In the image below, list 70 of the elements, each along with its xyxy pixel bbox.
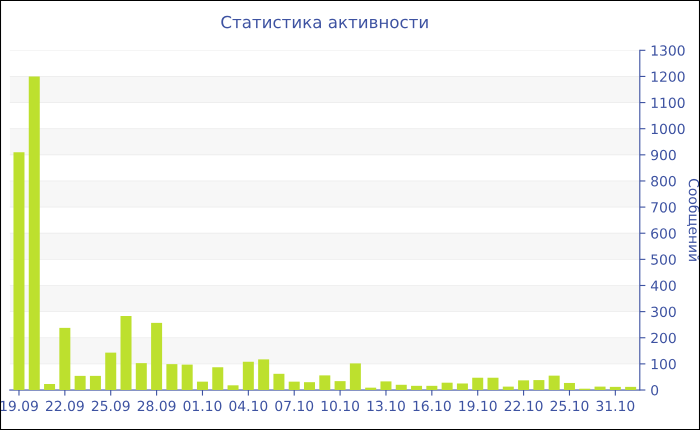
y-tick-label: 200 — [651, 332, 676, 344]
bar — [518, 380, 530, 390]
bar — [442, 382, 453, 390]
x-tick-label: 31.10 — [596, 400, 634, 412]
bar — [472, 378, 484, 390]
bar — [59, 328, 70, 390]
y-axis-title: Сообщений — [686, 178, 700, 261]
y-tick-label: 500 — [651, 254, 676, 265]
bar — [456, 383, 468, 390]
x-tick-label: 13.10 — [368, 400, 405, 412]
bar — [594, 386, 606, 390]
bar — [610, 386, 621, 390]
x-tick-label: 04.10 — [229, 400, 268, 412]
bar — [136, 363, 147, 390]
bar — [228, 385, 239, 390]
y-tick-label: 1200 — [652, 71, 685, 82]
bar — [334, 381, 346, 390]
x-tick-label: 22.10 — [504, 400, 543, 412]
x-tick-label: 19.09 — [0, 400, 38, 412]
bar — [212, 367, 224, 390]
bar — [105, 352, 116, 390]
x-tick-label: 19.10 — [459, 400, 497, 412]
x-tick-label: 25.09 — [92, 400, 130, 412]
x-tick-label: 10.10 — [322, 400, 360, 412]
bar — [488, 378, 499, 390]
bar — [350, 363, 361, 390]
bar — [44, 384, 56, 390]
bar — [304, 382, 316, 390]
x-tick-label: 22.09 — [46, 400, 84, 412]
y-tick-label: 0 — [651, 384, 658, 396]
x-tick-label: 01.10 — [184, 400, 222, 412]
bar — [74, 376, 86, 390]
bar — [166, 364, 178, 390]
bar — [380, 381, 392, 390]
bar — [548, 376, 560, 390]
x-tick-label: 28.09 — [138, 400, 176, 412]
y-tick-label: 600 — [651, 228, 676, 239]
y-tick-label: 300 — [651, 306, 676, 318]
y-tick-label: 1000 — [652, 124, 685, 134]
bar — [625, 386, 636, 390]
y-tick-label: 800 — [651, 176, 676, 186]
y-tick-label: 400 — [650, 280, 676, 291]
bar — [120, 316, 132, 390]
y-tick-label: 900 — [651, 150, 676, 160]
bar — [90, 376, 101, 390]
bar — [28, 76, 40, 390]
bar — [151, 322, 162, 390]
chart-title: Статистика активности — [221, 16, 428, 28]
bar — [288, 382, 300, 390]
bar — [273, 374, 284, 390]
bar — [365, 388, 376, 390]
bar — [13, 152, 24, 390]
y-tick-label: 100 — [652, 358, 676, 370]
bar — [411, 386, 422, 390]
y-tick-label: 700 — [651, 202, 676, 213]
bar — [502, 386, 514, 390]
bar — [319, 375, 330, 390]
x-tick-label: 16.10 — [413, 400, 451, 412]
bar — [182, 364, 193, 390]
bar — [396, 384, 407, 390]
y-tick-label: 1100 — [652, 98, 685, 108]
bar — [564, 382, 575, 390]
x-tick-label: 07.10 — [275, 400, 314, 412]
bar — [196, 382, 208, 390]
y-tick-label: 1300 — [652, 45, 685, 56]
bar — [533, 380, 544, 390]
x-tick-label: 25.10 — [550, 400, 588, 412]
bar — [242, 362, 254, 390]
bar — [258, 359, 270, 390]
bar — [426, 386, 438, 390]
